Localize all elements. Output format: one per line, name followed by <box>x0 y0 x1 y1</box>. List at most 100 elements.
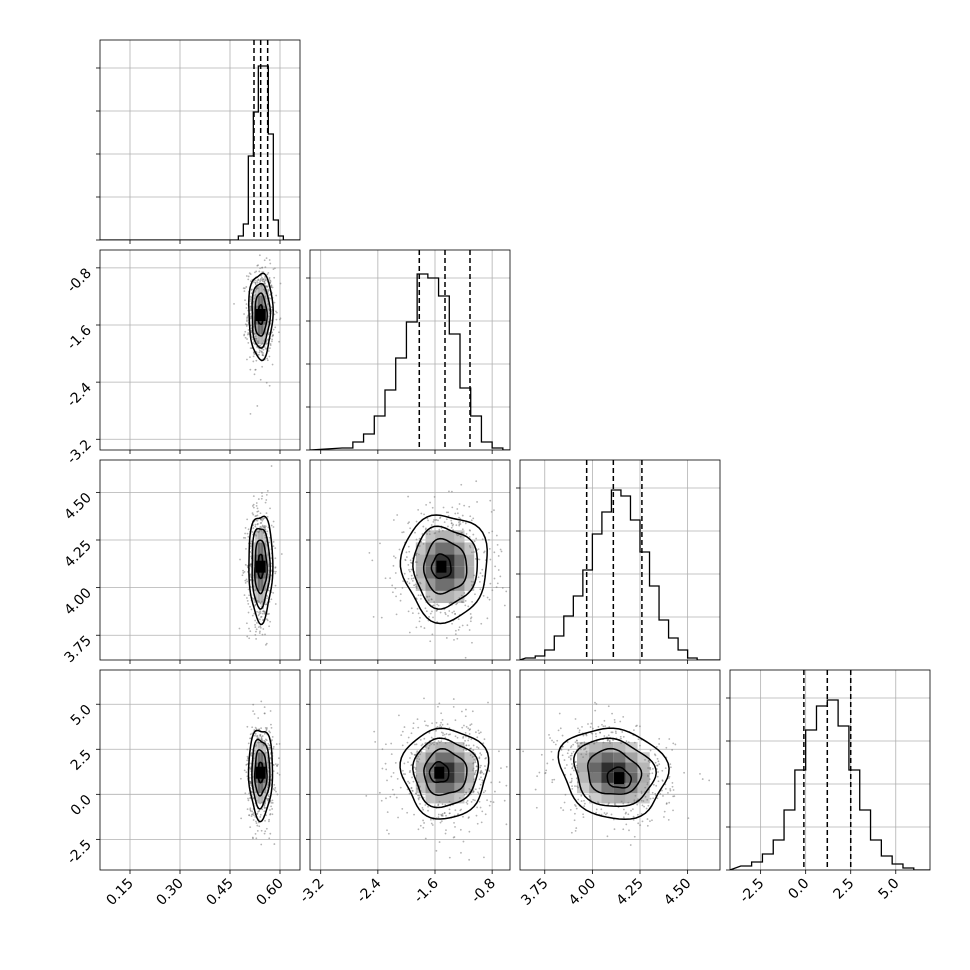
scatter-point <box>474 761 477 764</box>
scatter-point <box>266 357 268 360</box>
scatter-point <box>401 730 404 733</box>
scatter-point <box>594 709 597 712</box>
scatter-point <box>401 808 404 810</box>
scatter-point <box>649 749 652 752</box>
scatter-point <box>445 518 448 521</box>
scatter-point <box>265 603 268 606</box>
scatter-point <box>658 763 661 766</box>
density-cell <box>260 566 264 579</box>
scatter-point <box>254 283 257 286</box>
scatter-point <box>655 784 658 787</box>
scatter-point <box>264 819 266 822</box>
scatter-point <box>489 582 492 585</box>
scatter-point <box>620 800 623 803</box>
scatter-point <box>274 557 277 560</box>
scatter-point <box>239 777 242 780</box>
scatter-point <box>250 289 253 291</box>
scatter-point <box>575 764 578 767</box>
scatter-point <box>436 726 439 728</box>
scatter-point <box>465 749 468 752</box>
density-cell <box>257 530 261 543</box>
scatter-point <box>671 785 674 788</box>
scatter-point <box>424 528 427 531</box>
density-cell <box>435 752 445 763</box>
scatter-point <box>614 802 616 805</box>
density-cell <box>415 762 426 773</box>
scatter-point <box>472 533 475 536</box>
density-cell <box>464 566 475 579</box>
x-tick-label: 4.00 <box>566 876 599 909</box>
scatter-point <box>580 742 582 745</box>
scatter-point <box>407 577 410 580</box>
scatter-point <box>470 584 473 586</box>
scatter-point <box>268 541 270 544</box>
scatter-point <box>272 745 275 748</box>
scatter-point <box>255 504 258 507</box>
density-cell <box>435 566 445 579</box>
density-cell <box>589 782 602 794</box>
scatter-point <box>262 348 265 351</box>
scatter-point <box>258 611 260 614</box>
scatter-point <box>489 499 492 502</box>
scatter-point <box>428 595 431 598</box>
scatter-point <box>462 521 464 523</box>
panel-content <box>238 465 283 646</box>
scatter-point <box>269 279 271 282</box>
scatter-point <box>250 555 253 558</box>
scatter-point <box>651 791 654 794</box>
density-cell <box>464 782 475 794</box>
scatter-point <box>420 512 423 515</box>
panel-frame <box>729 669 931 871</box>
scatter-point <box>255 630 257 633</box>
scatter-point <box>415 520 418 523</box>
scatter-point <box>245 771 248 774</box>
scatter-point <box>267 333 270 336</box>
scatter-point <box>255 628 258 631</box>
scatter-point <box>261 365 264 368</box>
scatter-point <box>255 837 258 840</box>
scatter-point <box>275 790 277 793</box>
scatter-point <box>266 359 269 362</box>
scatter-point <box>640 790 643 793</box>
scatter-point <box>484 768 487 771</box>
scatter-point <box>260 497 263 500</box>
density-cell <box>415 752 426 763</box>
density-cell <box>435 590 445 604</box>
scatter-point <box>608 740 611 743</box>
scatter-point <box>262 744 265 747</box>
scatter-point <box>273 843 276 845</box>
scatter-point <box>468 830 471 833</box>
density-cell <box>257 285 261 296</box>
scatter-point <box>480 776 482 779</box>
scatter-point <box>433 532 436 535</box>
scatter-point <box>576 742 579 745</box>
scatter-point <box>266 515 269 518</box>
scatter-point <box>406 788 409 791</box>
scatter-point <box>474 557 477 560</box>
density-cell <box>415 542 426 555</box>
scatter-point <box>247 611 250 614</box>
scatter-point <box>272 788 275 790</box>
scatter-point <box>378 791 381 794</box>
scatter-point <box>390 742 393 745</box>
scatter-point <box>413 813 415 816</box>
scatter-point <box>438 530 441 533</box>
scatter-point <box>585 753 588 756</box>
scatter-point <box>374 741 377 743</box>
scatter-point <box>479 771 482 774</box>
scatter-point <box>402 531 405 533</box>
scatter-point <box>255 534 258 537</box>
scatter-point <box>454 512 457 515</box>
scatter-point <box>270 524 273 527</box>
density-cell <box>445 542 455 555</box>
scatter-point <box>430 736 433 739</box>
scatter-point <box>461 514 464 517</box>
scatter-point <box>475 765 478 768</box>
scatter-point <box>256 507 259 510</box>
scatter-point <box>249 810 252 812</box>
scatter-point <box>258 613 261 615</box>
density-cell <box>613 752 626 763</box>
density-cell <box>637 762 650 773</box>
scatter-point <box>468 744 470 747</box>
scatter-point <box>408 550 411 553</box>
